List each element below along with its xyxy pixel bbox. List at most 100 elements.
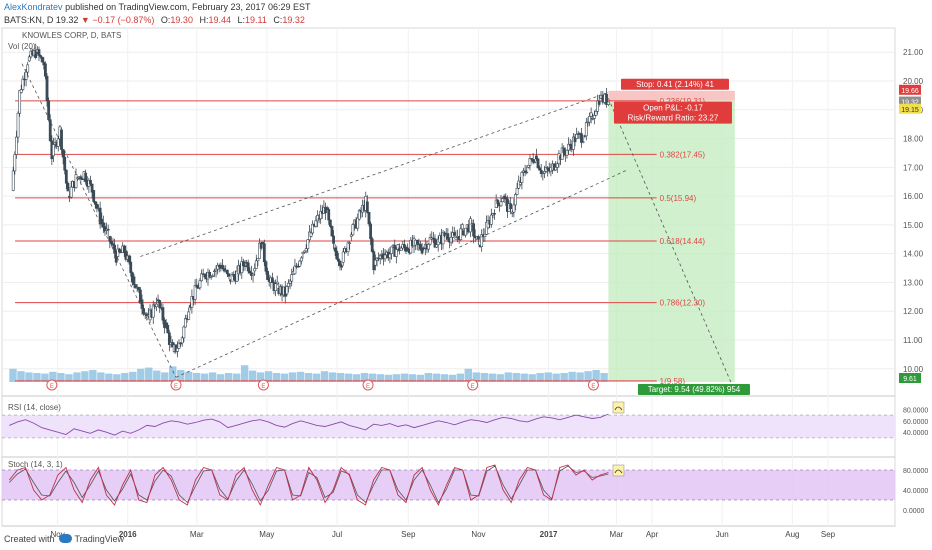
close-label: C:: [273, 15, 283, 25]
volume-bar: [9, 368, 17, 382]
volume-bar: [536, 373, 544, 382]
candle-body: [256, 258, 260, 262]
change-arrow-icon: ▼: [80, 15, 90, 25]
price-badge-label: 19.66: [901, 88, 919, 95]
candle-body: [472, 223, 476, 237]
rsi-line[interactable]: [9, 413, 609, 436]
candle-body: [179, 342, 183, 345]
candle-body: [588, 116, 591, 123]
candle-body: [327, 209, 331, 221]
rsi-legend: RSI (14, close): [8, 403, 61, 412]
volume-bar: [73, 372, 81, 382]
tradingview-brand[interactable]: TradingView: [74, 534, 125, 544]
candle-body: [515, 187, 519, 195]
volume-bar: [137, 368, 145, 382]
candle-body: [243, 265, 247, 267]
candle-body: [402, 244, 406, 248]
candle-body: [100, 218, 104, 223]
candle-body: [546, 167, 550, 170]
rsi-band: [2, 415, 895, 438]
candle-body: [176, 348, 179, 352]
candle-body: [98, 207, 102, 225]
candle-body: [496, 199, 500, 204]
candle-body: [166, 325, 170, 334]
stop-label-box[interactable]: [620, 78, 729, 90]
trend-line[interactable]: [608, 98, 733, 387]
stoch-legend: Stoch (14, 3, 1): [8, 460, 63, 469]
candle-body: [494, 199, 498, 208]
earnings-marker-icon[interactable]: [467, 379, 479, 391]
candle-body: [60, 129, 63, 150]
stoch-alert-icon-glyph: [614, 469, 623, 474]
earnings-marker-icon[interactable]: [362, 379, 374, 391]
volume-bar: [153, 370, 161, 382]
stoch-d-line[interactable]: [9, 465, 609, 504]
earnings-marker-icon[interactable]: [587, 379, 599, 391]
fib-level-label: 0.382(17.45): [660, 150, 706, 159]
candle-body: [581, 141, 585, 143]
stop-zone[interactable]: [608, 90, 735, 101]
candle-body: [48, 119, 52, 142]
candle-body: [525, 171, 529, 174]
candle-body: [262, 243, 266, 263]
candle-body: [27, 56, 31, 62]
y-tick-label: 20.00: [903, 77, 924, 86]
stoch-k-line[interactable]: [8, 464, 609, 507]
candle-body: [39, 55, 42, 58]
volume-bar: [384, 374, 393, 382]
candle-body: [530, 158, 533, 160]
pnl-box[interactable]: [613, 101, 732, 124]
candle-body: [21, 78, 25, 90]
earnings-marker-icon[interactable]: [170, 379, 182, 391]
candle-body: [586, 121, 590, 124]
candle-body: [483, 234, 487, 237]
candle-body: [309, 232, 313, 237]
volume-bar: [224, 373, 233, 382]
trend-line[interactable]: [21, 63, 177, 378]
high-value: 19.44: [208, 15, 231, 25]
candle-body: [45, 75, 49, 101]
target-label: Target: 9.54 (49.82%) 954: [648, 385, 741, 394]
volume-bar: [512, 373, 520, 382]
x-tick-label: Jul: [332, 530, 342, 539]
candle-body: [435, 244, 438, 248]
stoch-tick-label: 80.0000: [903, 468, 928, 475]
trend-line[interactable]: [140, 92, 609, 257]
candle-body: [605, 93, 608, 105]
candle-body: [406, 247, 410, 251]
candle-body: [180, 337, 184, 344]
candle-body: [89, 180, 92, 185]
x-tick-label: May: [259, 530, 274, 539]
author-link[interactable]: AlexKondratev: [4, 2, 63, 12]
symbol-line: BATS:KN, D: [4, 15, 54, 25]
high-label: H:: [199, 15, 209, 25]
fib-level-label: 0.786(12.30): [660, 299, 706, 308]
candle-body: [240, 261, 244, 274]
trend-line[interactable]: [175, 169, 627, 378]
candle-body: [211, 275, 215, 278]
earnings-marker-icon[interactable]: [257, 379, 269, 391]
y-tick-label: 15.00: [903, 221, 924, 230]
candle-body: [242, 261, 245, 267]
target-label-box[interactable]: [637, 384, 750, 396]
candle-body: [317, 218, 321, 220]
candle-body: [333, 247, 337, 252]
candle-body: [459, 228, 463, 240]
candle-body: [597, 100, 601, 105]
candle-body: [11, 170, 15, 191]
candle-body: [230, 274, 234, 282]
candle-body: [259, 242, 263, 249]
candle-body: [270, 277, 274, 283]
volume-bar: [113, 374, 121, 382]
symbol-legend: KNOWLES CORP, D, BATS: [22, 31, 121, 40]
candle-body: [512, 204, 516, 213]
candle-body: [369, 223, 372, 240]
rsi-tick-label: 80.0000: [903, 407, 928, 414]
rsi-alert-icon[interactable]: [612, 401, 625, 414]
y-tick-label: 12.00: [903, 307, 924, 316]
stoch-alert-icon[interactable]: [612, 464, 625, 477]
candle-body: [554, 167, 558, 171]
earnings-marker-icon[interactable]: [46, 379, 58, 391]
candle-body: [493, 213, 496, 215]
